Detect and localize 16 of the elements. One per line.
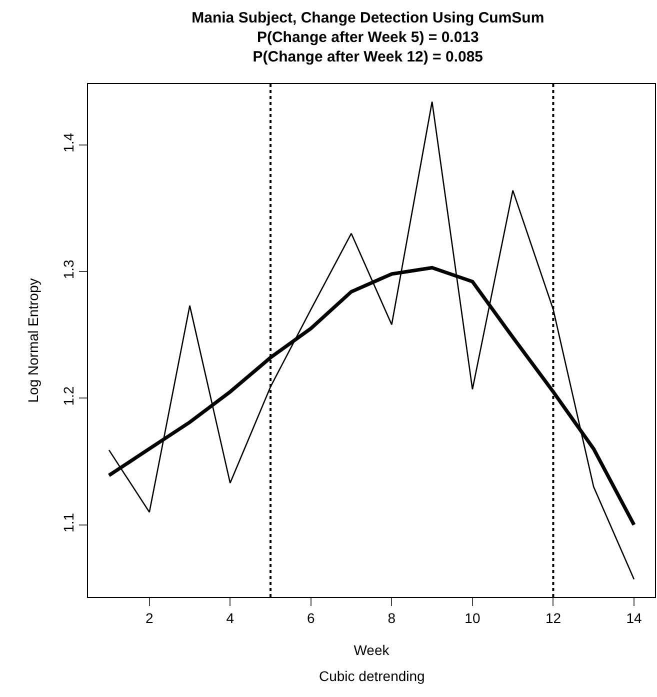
- x-tick-label: 6: [307, 610, 316, 626]
- chart-title: Mania Subject, Change Detection Using CumSum: [192, 9, 544, 26]
- x-tick-label: 14: [626, 610, 642, 626]
- y-tick-label: 1.4: [60, 132, 76, 152]
- x-tick-label: 4: [226, 610, 234, 626]
- y-tick-label: 1.2: [60, 386, 76, 406]
- y-tick-label: 1.3: [60, 259, 76, 280]
- y-axis-title: Log Normal Entropy: [25, 278, 41, 403]
- x-tick-label: 2: [145, 610, 154, 626]
- x-tick-label: 10: [464, 610, 480, 626]
- x-tick-label: 8: [388, 610, 396, 626]
- chart-subtitle: P(Change after Week 5) = 0.013 P(Change after Week 12) = 0.085: [252, 28, 484, 66]
- text: Cubic detrending: [319, 668, 425, 684]
- x-axis-title: Week: [354, 642, 390, 658]
- x-tick-label: 12: [545, 610, 562, 626]
- y-tick-label: 1.1: [60, 512, 76, 532]
